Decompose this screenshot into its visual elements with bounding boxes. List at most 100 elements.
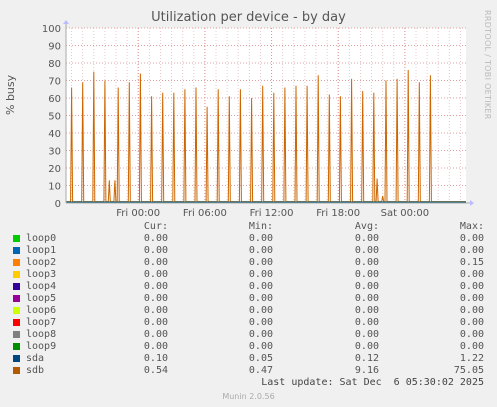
- chart-title: Utilization per device - by day: [151, 10, 346, 25]
- legend-row-sdb: sdb 0.54 0.47 9.16 75.05: [0, 365, 497, 377]
- legend-avg: 0.00: [354, 245, 379, 256]
- legend-swatch: [13, 367, 20, 374]
- legend-min: 0.47: [248, 365, 273, 376]
- legend-cur: 0.10: [143, 353, 168, 364]
- legend-header: Cur: Min: Avg: Max:: [0, 221, 497, 233]
- x-tick-label: Fri 00:00: [116, 208, 160, 219]
- y-tick-label: 50: [48, 112, 61, 123]
- legend-min: 0.00: [248, 305, 273, 316]
- legend-row-loop5: loop5 0.00 0.00 0.00 0.00: [0, 293, 497, 305]
- y-tick-label: 100: [42, 24, 61, 35]
- header-max: Max:: [459, 221, 484, 232]
- legend-row-loop9: loop9 0.00 0.00 0.00 0.00: [0, 341, 497, 353]
- x-tick-label: Fri 12:00: [250, 208, 294, 219]
- x-tick-label: Fri 06:00: [183, 208, 227, 219]
- legend-row-loop2: loop2 0.00 0.00 0.00 0.15: [0, 257, 497, 269]
- legend-min: 0.05: [248, 353, 273, 364]
- y-tick-label: 0: [55, 199, 61, 210]
- legend-swatch: [13, 283, 20, 290]
- legend-swatch: [13, 319, 20, 326]
- legend-avg: 0.00: [354, 281, 379, 292]
- legend-row-loop8: loop8 0.00 0.00 0.00 0.00: [0, 329, 497, 341]
- legend-row-loop4: loop4 0.00 0.00 0.00 0.00: [0, 281, 497, 293]
- y-tick-label: 70: [48, 77, 61, 88]
- legend-swatch: [13, 235, 20, 242]
- legend-max: 0.00: [459, 269, 484, 280]
- header-cur: Cur:: [143, 221, 168, 232]
- legend-max: 0.00: [459, 341, 484, 352]
- legend-cur: 0.54: [143, 365, 168, 376]
- legend-max: 0.00: [459, 233, 484, 244]
- legend-series-name: sdb: [26, 365, 45, 376]
- legend-series-name: loop6: [26, 305, 57, 316]
- legend-series-name: loop7: [26, 317, 57, 328]
- legend-series-name: loop0: [26, 233, 57, 244]
- legend-cur: 0.00: [143, 281, 168, 292]
- legend-swatch: [13, 355, 20, 362]
- legend-min: 0.00: [248, 245, 273, 256]
- y-tick-label: 40: [48, 129, 61, 140]
- legend-series-name: loop2: [26, 257, 57, 268]
- x-tick-label: Sat 00:00: [381, 208, 429, 219]
- legend-min: 0.00: [248, 233, 273, 244]
- legend-series-name: loop4: [26, 281, 57, 292]
- legend-series-name: sda: [26, 353, 45, 364]
- y-tick-label: 80: [48, 59, 61, 70]
- legend-max: 0.00: [459, 281, 484, 292]
- y-tick-label: 60: [48, 94, 61, 105]
- legend-max: 0.00: [459, 245, 484, 256]
- legend-swatch: [13, 295, 20, 302]
- legend-min: 0.00: [248, 281, 273, 292]
- legend-min: 0.00: [248, 293, 273, 304]
- legend-swatch: [13, 343, 20, 350]
- legend-avg: 0.00: [354, 305, 379, 316]
- legend-cur: 0.00: [143, 317, 168, 328]
- legend-row-loop7: loop7 0.00 0.00 0.00 0.00: [0, 317, 497, 329]
- legend-min: 0.00: [248, 257, 273, 268]
- legend-avg: 0.00: [354, 317, 379, 328]
- legend-cur: 0.00: [143, 269, 168, 280]
- legend-series-name: loop3: [26, 269, 57, 280]
- header-min: Min:: [248, 221, 273, 232]
- y-tick-label: 30: [48, 147, 61, 158]
- legend-min: 0.00: [248, 317, 273, 328]
- x-tick-label: Fri 18:00: [316, 208, 360, 219]
- legend-series-name: loop1: [26, 245, 57, 256]
- legend-avg: 0.00: [354, 233, 379, 244]
- y-tick-label: 90: [48, 42, 61, 53]
- y-axis-arrow: [63, 20, 69, 24]
- legend-swatch: [13, 307, 20, 314]
- legend-avg: 9.16: [354, 365, 379, 376]
- legend-swatch: [13, 271, 20, 278]
- legend-cur: 0.00: [143, 341, 168, 352]
- legend-series-name: loop9: [26, 341, 57, 352]
- legend-avg: 0.00: [354, 293, 379, 304]
- y-tick-label: 10: [48, 182, 61, 193]
- legend-cur: 0.00: [143, 305, 168, 316]
- legend-min: 0.00: [248, 341, 273, 352]
- legend-min: 0.00: [248, 329, 273, 340]
- legend-max: 0.15: [459, 257, 484, 268]
- legend-max: 0.00: [459, 329, 484, 340]
- legend-row-loop6: loop6 0.00 0.00 0.00 0.00: [0, 305, 497, 317]
- legend-series-name: loop8: [26, 329, 57, 340]
- legend-row-loop0: loop0 0.00 0.00 0.00 0.00: [0, 233, 497, 245]
- x-axis-arrow: [470, 200, 474, 206]
- legend-row-loop1: loop1 0.00 0.00 0.00 0.00: [0, 245, 497, 257]
- legend-max: 0.00: [459, 317, 484, 328]
- legend-cur: 0.00: [143, 233, 168, 244]
- legend-avg: 0.00: [354, 257, 379, 268]
- header-avg: Avg:: [354, 221, 379, 232]
- chart-plot: 0 10 20 30 40 50 60 70 80 90 100 Fri 00:00 Fri 06:00…: [42, 20, 474, 219]
- legend-swatch: [13, 331, 20, 338]
- legend-row-sda: sda 0.10 0.05 0.12 1.22: [0, 353, 497, 365]
- legend-cur: 0.00: [143, 257, 168, 268]
- last-update: Last update: Sat Dec 6 05:30:02 2025: [261, 377, 484, 388]
- legend-series-name: loop5: [26, 293, 57, 304]
- legend-row-loop3: loop3 0.00 0.00 0.00 0.00: [0, 269, 497, 281]
- legend-cur: 0.00: [143, 245, 168, 256]
- legend-max: 1.22: [459, 353, 484, 364]
- legend-swatch: [13, 247, 20, 254]
- y-tick-label: 20: [48, 164, 61, 175]
- legend-cur: 0.00: [143, 329, 168, 340]
